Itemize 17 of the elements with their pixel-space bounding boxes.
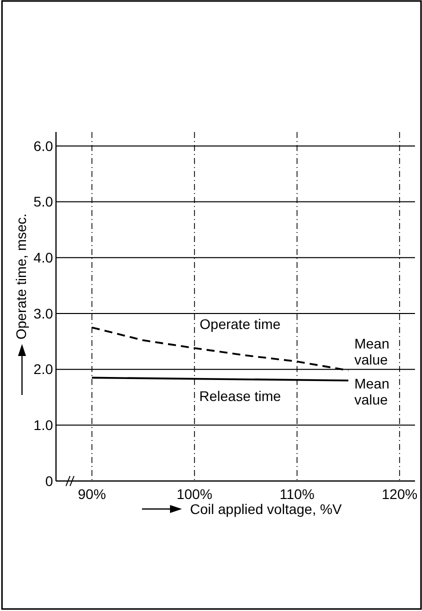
y-tick-label: 5.0	[34, 194, 54, 210]
y-tick-label: 1.0	[34, 417, 54, 434]
x-tick-label: 90%	[78, 486, 106, 502]
series-label: Release time	[199, 388, 282, 404]
x-tick-label: 110%	[280, 486, 314, 502]
series-label: Operate time	[200, 316, 281, 332]
y-tick-label: 0	[45, 472, 54, 489]
x-tick-label: 100%	[176, 486, 212, 502]
annotation: Mean value	[354, 335, 390, 368]
y-tick-label: 3.0	[34, 305, 54, 322]
x-tick-label: 120%	[382, 486, 418, 502]
x-axis-title: Coil applied voltage, %V	[190, 501, 342, 517]
y-tick-label: 6.0	[34, 138, 54, 154]
annotation: Mean value	[354, 375, 390, 408]
y-axis-title: Operate time, msec.	[13, 213, 29, 340]
y-tick-label: 4.0	[34, 250, 54, 266]
y-tick-label: 2.0	[34, 361, 54, 378]
